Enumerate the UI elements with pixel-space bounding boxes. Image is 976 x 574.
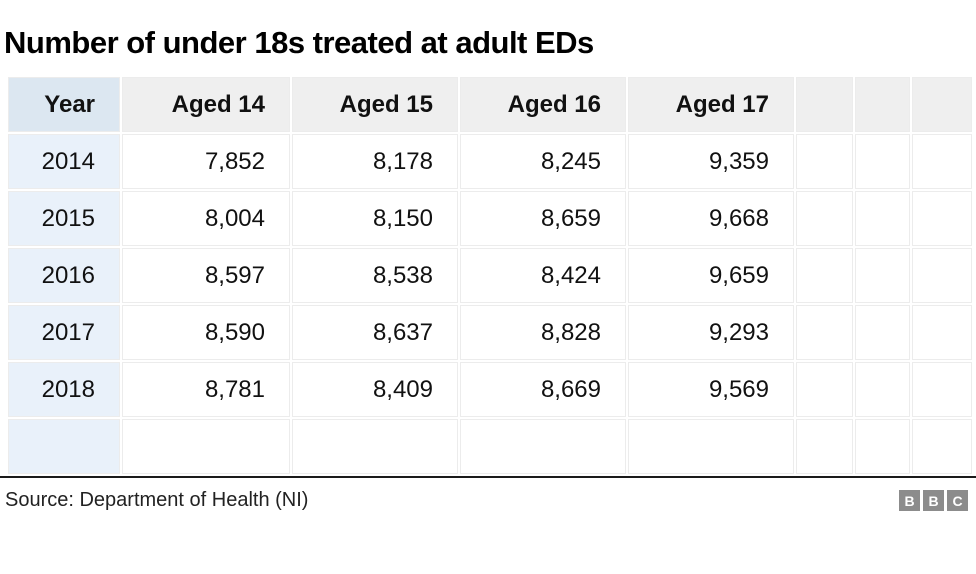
empty-cell xyxy=(912,362,972,417)
column-header-aged-17: Aged 17 xyxy=(628,77,794,132)
value-cell: 9,293 xyxy=(628,305,794,360)
table-row-empty xyxy=(8,419,972,474)
year-cell: 2017 xyxy=(8,305,120,360)
value-cell: 8,828 xyxy=(460,305,626,360)
value-cell: 9,359 xyxy=(628,134,794,189)
bbc-logo-block: B xyxy=(923,490,944,511)
value-cell: 9,569 xyxy=(628,362,794,417)
table-row: 2015 8,004 8,150 8,659 9,668 xyxy=(8,191,972,246)
chart-title: Number of under 18s treated at adult EDs xyxy=(4,25,594,60)
value-cell: 8,669 xyxy=(460,362,626,417)
empty-cell xyxy=(796,248,853,303)
value-cell: 8,659 xyxy=(460,191,626,246)
value-cell: 8,245 xyxy=(460,134,626,189)
column-header-empty xyxy=(912,77,972,132)
column-header-aged-15: Aged 15 xyxy=(292,77,458,132)
value-cell: 8,409 xyxy=(292,362,458,417)
value-cell: 8,637 xyxy=(292,305,458,360)
value-cell: 8,424 xyxy=(460,248,626,303)
bbc-logo-block: C xyxy=(947,490,968,511)
value-cell: 8,781 xyxy=(122,362,290,417)
empty-cell xyxy=(796,305,853,360)
year-cell: 2016 xyxy=(8,248,120,303)
empty-cell xyxy=(912,305,972,360)
column-header-empty xyxy=(796,77,853,132)
table-row: 2018 8,781 8,409 8,669 9,569 xyxy=(8,362,972,417)
empty-cell xyxy=(628,419,794,474)
value-cell: 8,178 xyxy=(292,134,458,189)
value-cell: 8,590 xyxy=(122,305,290,360)
table-row: 2017 8,590 8,637 8,828 9,293 xyxy=(8,305,972,360)
column-header-empty xyxy=(855,77,910,132)
column-header-aged-16: Aged 16 xyxy=(460,77,626,132)
header-row: Year Aged 14 Aged 15 Aged 16 Aged 17 xyxy=(8,77,972,132)
year-cell: 2018 xyxy=(8,362,120,417)
footer: Source: Department of Health (NI) B B C xyxy=(5,489,968,512)
year-cell: 2015 xyxy=(8,191,120,246)
footer-divider xyxy=(0,476,976,478)
year-cell: 2014 xyxy=(8,134,120,189)
bbc-logo-block: B xyxy=(899,490,920,511)
empty-cell xyxy=(796,419,853,474)
empty-cell xyxy=(855,134,910,189)
empty-cell xyxy=(855,191,910,246)
data-table: Year Aged 14 Aged 15 Aged 16 Aged 17 201… xyxy=(6,75,974,476)
empty-cell xyxy=(855,305,910,360)
empty-cell xyxy=(855,248,910,303)
year-cell xyxy=(8,419,120,474)
value-cell: 9,668 xyxy=(628,191,794,246)
empty-cell xyxy=(855,419,910,474)
column-header-year: Year xyxy=(8,77,120,132)
empty-cell xyxy=(460,419,626,474)
empty-cell xyxy=(912,134,972,189)
value-cell: 8,597 xyxy=(122,248,290,303)
source-attribution: Source: Department of Health (NI) xyxy=(5,489,309,511)
empty-cell xyxy=(796,191,853,246)
empty-cell xyxy=(796,134,853,189)
column-header-aged-14: Aged 14 xyxy=(122,77,290,132)
empty-cell xyxy=(912,419,972,474)
value-cell: 9,659 xyxy=(628,248,794,303)
bbc-logo: B B C xyxy=(899,490,968,511)
table-row: 2014 7,852 8,178 8,245 9,359 xyxy=(8,134,972,189)
value-cell: 8,150 xyxy=(292,191,458,246)
empty-cell xyxy=(122,419,290,474)
table-row: 2016 8,597 8,538 8,424 9,659 xyxy=(8,248,972,303)
value-cell: 7,852 xyxy=(122,134,290,189)
empty-cell xyxy=(292,419,458,474)
empty-cell xyxy=(912,248,972,303)
value-cell: 8,004 xyxy=(122,191,290,246)
empty-cell xyxy=(796,362,853,417)
empty-cell xyxy=(855,362,910,417)
empty-cell xyxy=(912,191,972,246)
value-cell: 8,538 xyxy=(292,248,458,303)
